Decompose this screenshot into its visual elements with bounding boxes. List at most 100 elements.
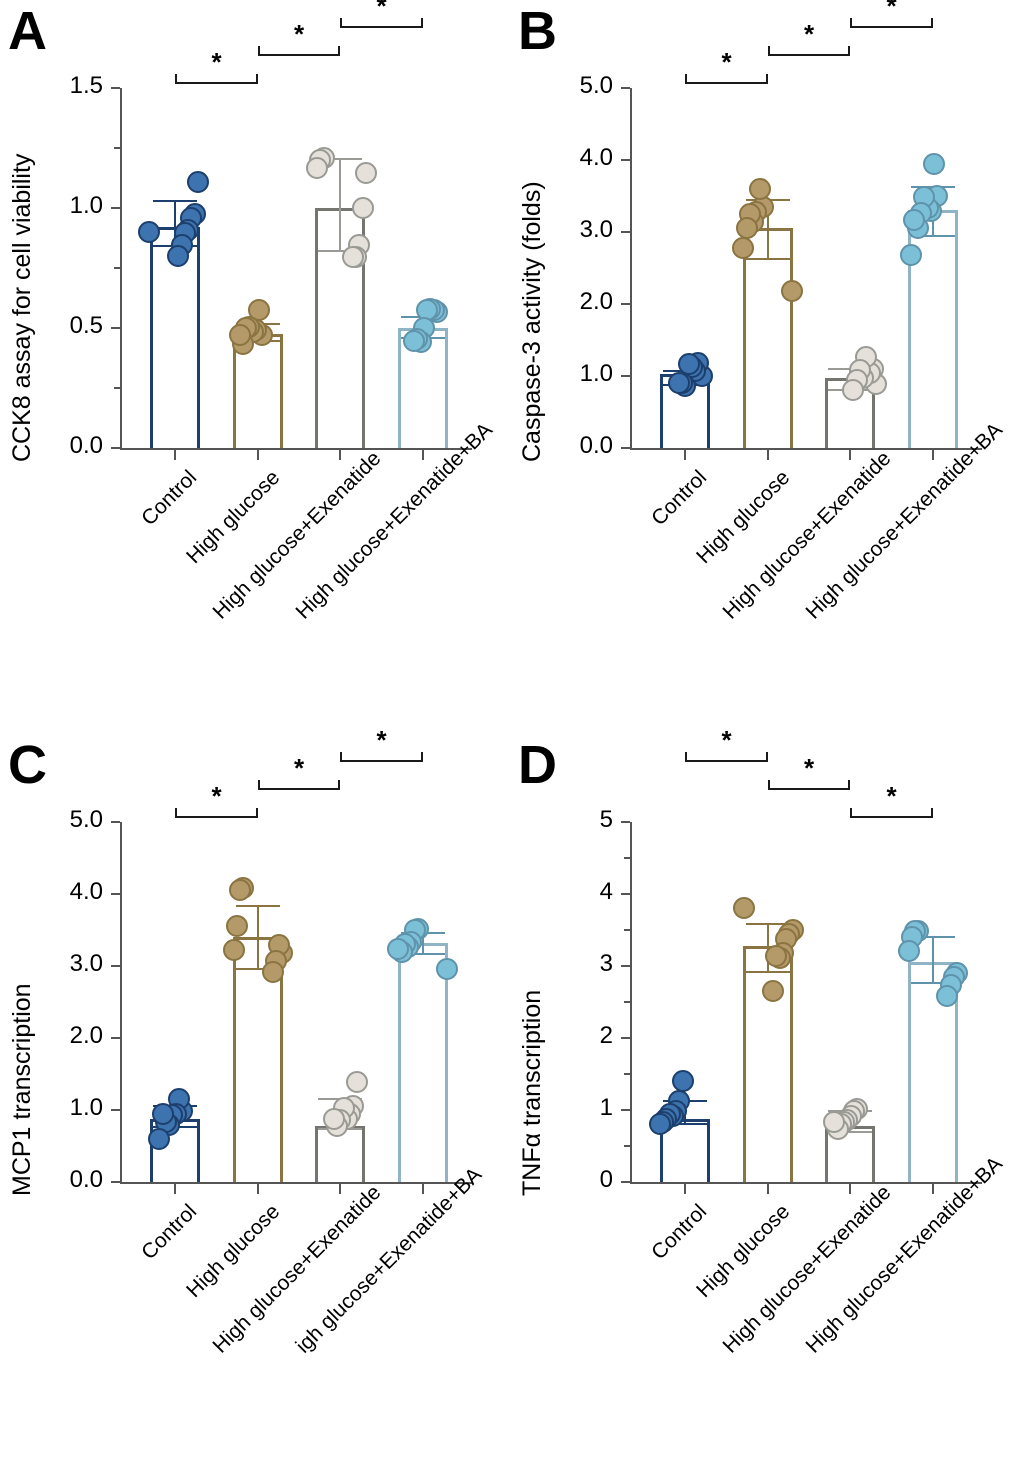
y-tick-major [111,893,120,895]
error-bar-line [256,905,259,969]
error-bar-cap-lower [745,970,790,973]
plot-area-cck8-cell-viability: 0.0 0.5 1.0 1.5 CCK8 assay for cell viabilit… [8,0,497,624]
significance-tick [848,46,851,56]
y-tick-minor [114,387,120,389]
data-point [897,939,920,962]
y-tick-label: 4.0 [69,878,103,905]
significance-tick [255,808,258,818]
data-point [225,915,248,938]
data-point [151,1103,174,1126]
significance-line [850,816,933,818]
significance-line [257,788,341,790]
x-tick [849,450,852,460]
data-point [762,980,784,1003]
plot-area-caspase3-activity: 0.0 1.0 2.0 3.0 4.0 5.0 Caspase-3 activity (fo… [518,0,1007,624]
data-point [671,1070,694,1093]
x-tick-label-hg_exe_ba: igh glucose+Exenatide+BA [291,1163,486,1358]
y-axis-line [120,88,122,448]
y-tick-major [621,447,630,449]
error-bar-cap-lower [235,967,280,970]
significance-star: * [376,0,387,21]
significance-tick [850,18,853,28]
y-tick-label: 3.0 [579,216,613,243]
data-point [648,1112,671,1135]
y-tick-major [621,1037,630,1039]
panel-letter-c: C [8,735,47,795]
error-bar-cap-lower [400,953,445,956]
x-tick-label-hg_exe_ba: High glucose+Exenatide+BA [801,418,1007,624]
x-tick-label-control: Control [137,1200,202,1265]
significance-line [850,26,933,28]
y-tick-major [111,327,120,329]
error-bar-cap-upper [745,923,790,926]
significance-tick [338,780,341,790]
data-point [732,897,755,920]
x-tick [174,450,177,460]
y-tick-major [111,207,120,209]
y-tick-minor [624,1145,630,1147]
y-tick-major [621,821,630,823]
y-tick-label: 3.0 [69,950,103,977]
x-tick [174,1184,177,1194]
y-tick-label: 0.0 [69,432,103,459]
error-bar-cap-lower [663,1123,708,1126]
data-point [341,246,364,269]
y-tick-label: 5 [599,806,613,833]
data-point [735,217,758,240]
significance-tick [257,46,260,56]
y-tick-label: 0.0 [579,432,613,459]
significance-star: * [721,725,732,755]
y-tick-label: 2.0 [69,1022,103,1049]
y-tick-label: 0 [599,1166,613,1193]
error-bar-cap-upper [153,199,198,202]
data-point [354,162,377,185]
significance-tick [420,752,423,762]
x-tick-label-control: Control [647,466,712,531]
x-tick-label-hg_exe_ba: High glucose+Exenatide+BA [801,1152,1007,1358]
y-axis-title: MCP1 transcription [8,983,36,1196]
error-bar-cap-upper [910,936,955,939]
significance-line [175,82,258,84]
data-point [748,177,771,200]
x-tick [339,1184,342,1194]
error-bar-line [931,937,934,984]
error-bar-line [766,200,769,260]
x-axis-line [630,448,982,450]
y-tick-major [621,303,630,305]
y-tick-major [111,1109,120,1111]
x-tick [766,450,769,460]
error-bar-cap-lower [910,234,955,237]
significance-line [175,816,258,818]
data-point [667,372,690,395]
y-tick-minor [624,857,630,859]
data-point [387,937,410,960]
data-point [435,957,458,980]
significance-tick [685,74,688,84]
y-tick-label: 5.0 [69,806,103,833]
significance-tick [848,780,851,790]
data-point [261,960,284,983]
error-bar-cap-lower [910,982,955,985]
y-axis-line [630,822,632,1182]
y-axis-title: CCK8 assay for cell viability [8,153,36,462]
x-tick-label-control: Control [137,466,202,531]
significance-star: * [293,753,305,783]
significance-tick [338,46,341,56]
y-tick-minor [624,1073,630,1075]
plot-area-tnfa-transcription: 0 1 2 3 4 5 TNFα transcription Control High gluc… [518,727,1007,1358]
error-bar-line [339,158,342,252]
significance-tick [767,46,770,56]
significance-star: * [721,47,732,77]
x-tick [421,1184,424,1194]
y-tick-label: 1 [599,1094,613,1121]
significance-line [767,788,851,790]
data-point [306,157,329,180]
y-tick-label: 4.0 [579,144,613,171]
significance-tick [175,74,178,84]
data-point [936,985,959,1008]
data-point [222,939,245,962]
significance-star: * [886,781,897,811]
y-tick-label: 0.0 [69,1166,103,1193]
y-axis-line [120,822,122,1182]
